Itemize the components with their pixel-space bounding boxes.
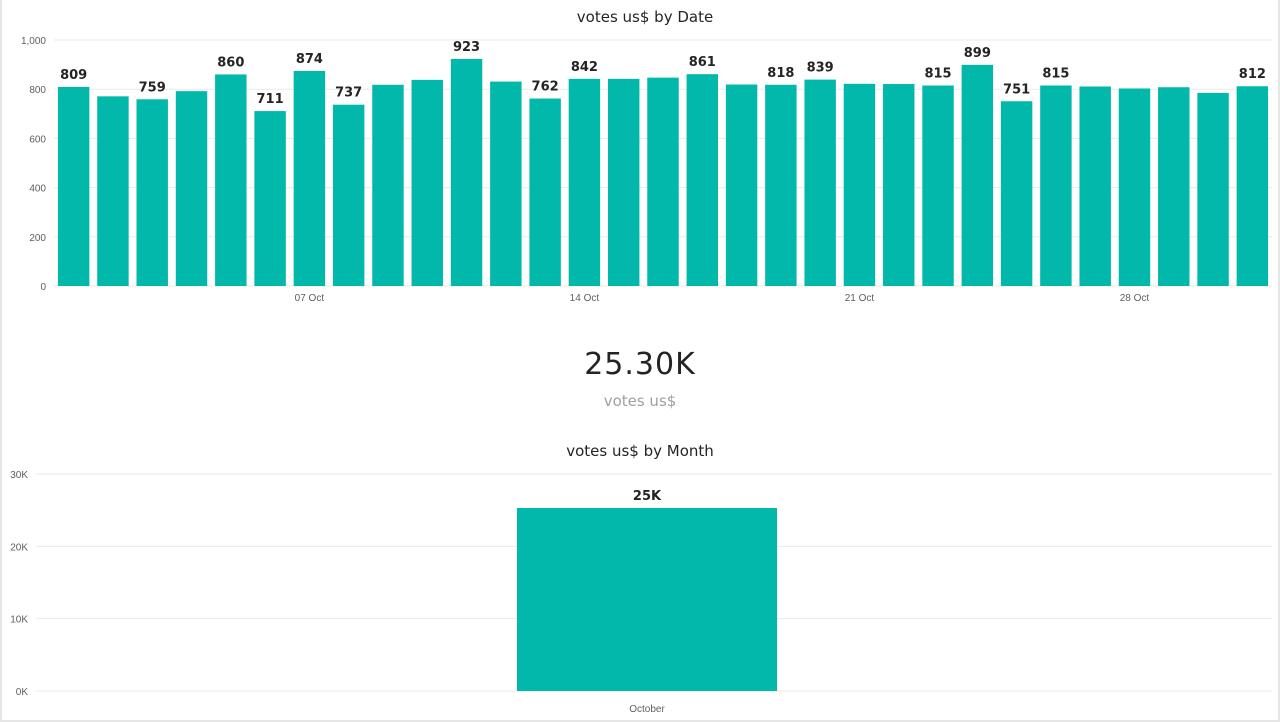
bar[interactable]	[175, 91, 208, 286]
data-label: 842	[571, 60, 598, 75]
y-tick-label: 0	[40, 282, 46, 293]
x-tick-label: 07 Oct	[295, 293, 325, 304]
data-label: 815	[924, 67, 951, 82]
x-tick-label: 28 Oct	[1120, 293, 1150, 304]
x-tick-label: 14 Oct	[570, 293, 600, 304]
bar[interactable]	[1236, 86, 1269, 286]
bar[interactable]	[450, 58, 483, 286]
bar[interactable]	[332, 104, 365, 286]
y-tick-label: 30K	[10, 470, 28, 481]
votes-by-month-chart[interactable]: votes us$ by Month 0K 10K 20K 30K 25K Octob…	[2, 440, 1278, 722]
bar[interactable]	[372, 84, 404, 286]
data-label: 860	[217, 55, 244, 70]
y-tick-label: 10K	[10, 615, 28, 626]
bar[interactable]	[725, 84, 758, 286]
data-labels: 809 759 860 711 874 737 923 762 842 861 818 839 815 8…	[60, 40, 1266, 107]
y-axis: 0 200 400 600 800 1,000	[21, 36, 46, 293]
bar[interactable]	[215, 74, 247, 286]
y-tick-label: 1,000	[21, 36, 46, 47]
data-label: 861	[689, 55, 716, 70]
kpi-value: 25.30K	[584, 347, 696, 382]
y-tick-label: 600	[29, 134, 46, 145]
data-label: 818	[767, 66, 794, 81]
bar[interactable]	[293, 70, 326, 286]
bars	[517, 507, 777, 691]
data-label: 751	[1003, 82, 1030, 97]
bar[interactable]	[529, 98, 561, 286]
data-label: 815	[1042, 67, 1069, 82]
bar[interactable]	[411, 79, 443, 287]
data-label: 809	[60, 68, 87, 83]
chart-title: votes us$ by Month	[566, 442, 714, 460]
data-label: 812	[1239, 67, 1266, 82]
bar[interactable]	[1118, 88, 1151, 286]
bars	[57, 58, 1269, 287]
y-tick-label: 800	[29, 85, 46, 96]
y-tick-label: 20K	[10, 542, 28, 553]
bar[interactable]	[686, 74, 719, 286]
bar[interactable]	[765, 84, 797, 286]
x-tick-label: 21 Oct	[845, 293, 875, 304]
data-label: 839	[807, 61, 834, 76]
data-labels: 25K	[633, 489, 662, 504]
bar[interactable]	[1000, 101, 1033, 286]
x-tick-label: October	[629, 704, 665, 715]
bar[interactable]	[922, 85, 954, 286]
y-tick-label: 400	[29, 184, 46, 195]
data-label: 923	[453, 40, 480, 55]
bar[interactable]	[647, 77, 679, 286]
bar[interactable]	[97, 96, 129, 286]
data-label: 737	[335, 86, 362, 101]
data-label: 899	[964, 46, 991, 61]
bar[interactable]	[517, 507, 777, 691]
bar[interactable]	[1197, 92, 1229, 286]
bar[interactable]	[136, 99, 168, 286]
bar[interactable]	[568, 78, 601, 286]
data-label: 874	[296, 52, 323, 67]
y-tick-label: 0K	[16, 687, 29, 698]
bar[interactable]	[1158, 87, 1190, 287]
y-axis: 0K 10K 20K 30K	[10, 470, 28, 698]
bar[interactable]	[254, 111, 286, 287]
x-axis: October	[629, 704, 665, 715]
data-label: 711	[257, 92, 284, 107]
votes-by-date-chart[interactable]: votes us$ by Date 0 200 400 600 800 1,000 809…	[2, 0, 1278, 320]
bar[interactable]	[883, 84, 915, 286]
bar[interactable]	[961, 64, 994, 286]
data-label: 759	[139, 80, 166, 95]
y-tick-label: 200	[29, 233, 46, 244]
bar[interactable]	[490, 81, 522, 286]
bar[interactable]	[1040, 85, 1072, 286]
bar[interactable]	[57, 86, 90, 287]
bar[interactable]	[843, 83, 876, 287]
bar[interactable]	[607, 78, 640, 286]
kpi-label: votes us$	[603, 392, 677, 410]
data-label: 762	[532, 80, 559, 95]
bar[interactable]	[804, 79, 836, 286]
chart-title: votes us$ by Date	[577, 8, 713, 26]
x-axis: 07 Oct 14 Oct 21 Oct 28 Oct	[295, 293, 1150, 304]
data-label: 25K	[633, 489, 662, 504]
bar[interactable]	[1079, 86, 1111, 286]
